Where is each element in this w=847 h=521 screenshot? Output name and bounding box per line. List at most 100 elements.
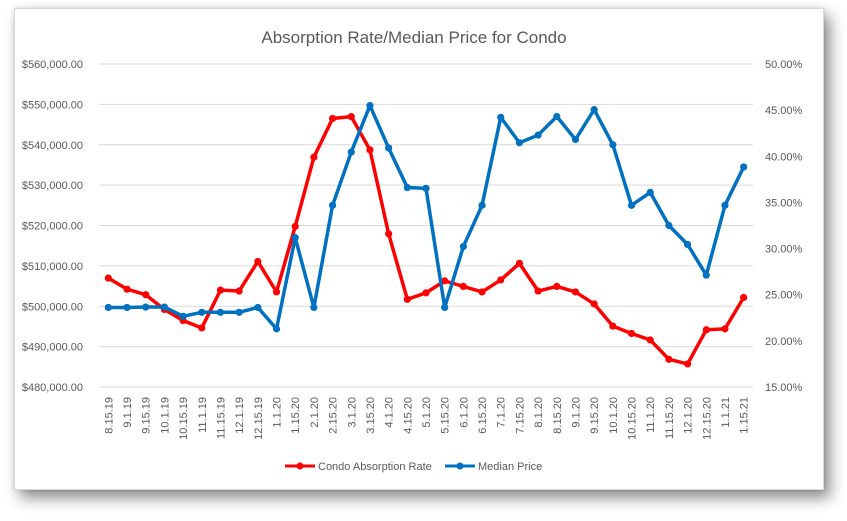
- right-tick-label: 50.00%: [765, 59, 803, 71]
- x-tick-label: 10.1.19: [159, 397, 171, 434]
- data-point-median-price: [403, 183, 411, 192]
- x-tick-label: 4.1.20: [384, 397, 396, 428]
- x-tick-label: 4.15.20: [402, 397, 414, 434]
- right-tick-label: 40.00%: [765, 151, 803, 163]
- data-point-median-price: [441, 303, 449, 312]
- data-point-median-price: [254, 303, 262, 312]
- x-tick-label: 12.1.19: [234, 397, 246, 434]
- data-point-median-price: [721, 201, 729, 209]
- series-layer: [104, 101, 748, 368]
- data-point-median-price: [459, 242, 467, 251]
- left-tick-label: $520,000.00: [22, 221, 83, 233]
- data-point-absorption-rate: [254, 257, 262, 266]
- data-point-median-price: [104, 303, 112, 312]
- data-point-absorption-rate: [740, 293, 748, 302]
- x-tick-label: 7.15.20: [514, 397, 526, 434]
- data-point-absorption-rate: [441, 277, 449, 285]
- left-tick-label: $490,000.00: [22, 342, 83, 354]
- x-tick-label: 11.1.19: [197, 397, 209, 433]
- data-point-absorption-rate: [272, 288, 281, 296]
- data-point-absorption-rate: [104, 274, 112, 282]
- x-tick-label: 9.15.20: [589, 397, 601, 434]
- x-tick-label: 3.1.20: [346, 397, 358, 428]
- data-point-absorption-rate: [216, 286, 225, 294]
- right-tick-label: 35.00%: [765, 197, 803, 209]
- grid: [99, 63, 753, 388]
- data-point-median-price: [497, 113, 505, 121]
- x-tick-label: 11.1.20: [645, 397, 657, 433]
- data-point-median-price: [534, 131, 542, 139]
- data-point-absorption-rate: [702, 326, 710, 334]
- data-point-median-price: [160, 303, 168, 311]
- data-point-median-price: [609, 141, 617, 149]
- data-point-median-price: [272, 325, 281, 333]
- data-point-absorption-rate: [366, 146, 374, 154]
- chart: Absorption Rate/Median Price for Condo $…: [22, 28, 803, 473]
- data-point-absorption-rate: [291, 222, 299, 231]
- data-point-absorption-rate: [553, 282, 561, 291]
- data-point-median-price: [571, 135, 580, 144]
- series-median-price: [104, 101, 748, 333]
- data-point-median-price: [310, 303, 318, 312]
- data-point-absorption-rate: [310, 153, 318, 161]
- data-point-median-price: [740, 163, 748, 171]
- data-point-absorption-rate: [684, 360, 692, 368]
- right-tick-label: 15.00%: [765, 382, 803, 394]
- left-tick-label: $530,000.00: [22, 180, 83, 192]
- left-tick-label: $500,000.00: [22, 301, 83, 313]
- x-tick-label: 10.15.19: [178, 397, 190, 440]
- left-tick-label: $550,000.00: [22, 99, 83, 111]
- data-point-median-price: [590, 106, 598, 114]
- data-point-absorption-rate: [627, 329, 636, 338]
- x-tick-label: 12.15.20: [701, 397, 713, 440]
- x-tick-label: 8.15.20: [552, 397, 564, 434]
- legend: Condo Absorption Rate Median Price: [285, 461, 542, 473]
- x-tick-label: 1.15.21: [739, 397, 751, 434]
- x-tick-label: 8.15.19: [103, 397, 115, 434]
- data-point-absorption-rate: [142, 291, 150, 299]
- data-point-median-price: [478, 201, 486, 209]
- chart-frame: Absorption Rate/Median Price for Condo $…: [14, 8, 824, 490]
- x-tick-label: 5.1.20: [421, 397, 433, 428]
- x-tick-label: 5.15.20: [440, 397, 452, 434]
- legend-item-median-price: Median Price: [445, 461, 542, 473]
- x-axis: 8.15.19 9.1.19 9.15.19 10.1.19 10.15.19 11.1.…: [103, 397, 750, 440]
- x-tick-label: 3.15.20: [365, 397, 377, 434]
- data-point-median-price: [627, 201, 636, 209]
- data-point-median-price: [142, 303, 150, 311]
- legend-marker-absorption: [296, 462, 304, 470]
- data-point-absorption-rate: [235, 287, 243, 295]
- x-tick-label: 2.15.20: [328, 397, 340, 434]
- data-point-absorption-rate: [515, 259, 524, 267]
- data-point-absorption-rate: [403, 295, 411, 303]
- data-point-median-price: [179, 312, 187, 320]
- x-tick-label: 6.1.20: [458, 397, 470, 428]
- data-point-median-price: [328, 201, 337, 209]
- x-tick-label: 10.15.20: [627, 397, 639, 440]
- data-point-median-price: [123, 303, 131, 312]
- x-tick-label: 7.1.20: [496, 397, 508, 428]
- data-point-median-price: [366, 101, 374, 110]
- data-point-absorption-rate: [497, 276, 505, 284]
- data-point-absorption-rate: [721, 325, 729, 333]
- data-point-median-price: [422, 184, 430, 192]
- legend-label-absorption: Condo Absorption Rate: [318, 461, 432, 473]
- data-point-median-price: [216, 308, 225, 316]
- data-point-median-price: [235, 308, 243, 316]
- data-point-absorption-rate: [665, 355, 673, 363]
- right-tick-label: 45.00%: [765, 105, 803, 117]
- data-point-absorption-rate: [328, 114, 337, 123]
- data-point-median-price: [665, 221, 673, 230]
- data-point-absorption-rate: [347, 113, 355, 121]
- x-tick-label: 11.15.19: [215, 397, 227, 439]
- data-point-absorption-rate: [534, 287, 542, 295]
- data-point-absorption-rate: [123, 285, 131, 293]
- data-point-median-price: [291, 234, 299, 242]
- data-point-absorption-rate: [422, 289, 430, 297]
- right-tick-label: 30.00%: [765, 244, 803, 256]
- data-point-absorption-rate: [609, 322, 617, 330]
- x-tick-label: 9.15.19: [141, 397, 153, 434]
- data-point-median-price: [515, 139, 524, 147]
- data-point-median-price: [553, 112, 561, 121]
- data-point-absorption-rate: [459, 282, 467, 291]
